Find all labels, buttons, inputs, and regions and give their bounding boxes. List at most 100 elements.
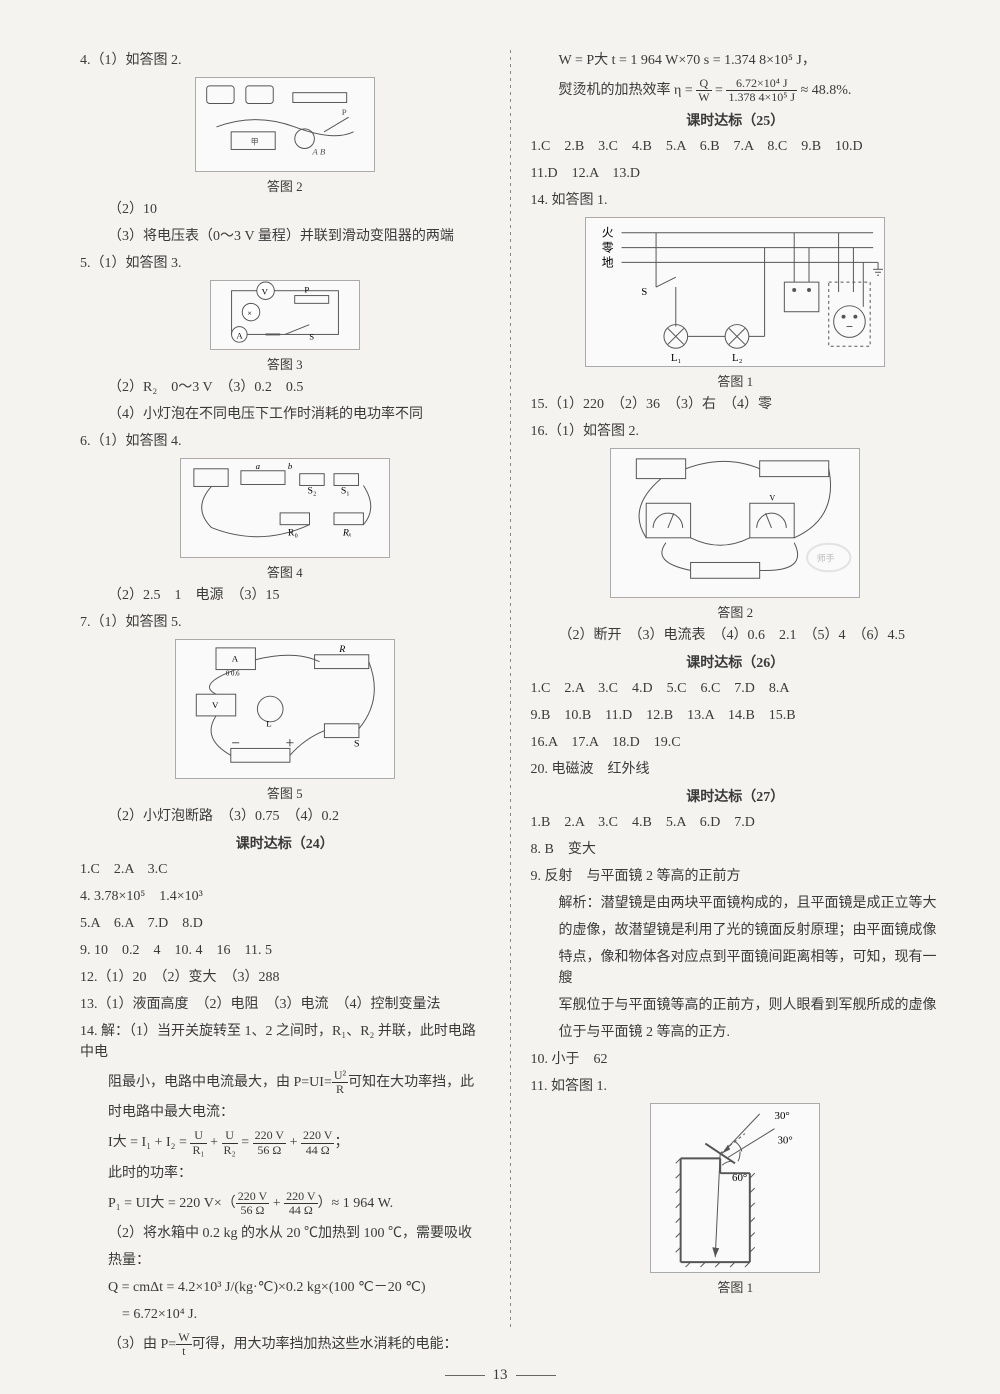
left-column: 4.（1）如答图 2. 甲 A B P 答图 2 （2）10 （3）将电压表（0… bbox=[80, 50, 490, 1330]
page-number: 13 bbox=[0, 1367, 1000, 1384]
svg-text:R: R bbox=[338, 644, 345, 655]
svg-text:火: 火 bbox=[602, 226, 614, 240]
svg-text:L: L bbox=[266, 719, 271, 729]
svg-text:P: P bbox=[304, 285, 309, 295]
figure-caption: 答图 1 bbox=[531, 1277, 941, 1296]
text-line: 14. 如答图 1. bbox=[531, 190, 941, 211]
svg-text:A: A bbox=[232, 654, 239, 664]
section-heading-24: 课时达标（24） bbox=[80, 833, 490, 853]
text-line: 特点，像和物体各对应点到平面镜间距离相等，可知，现有一艘 bbox=[531, 947, 941, 989]
text-line: 解析：潜望镜是由两块平面镜构成的，且平面镜是成正立等大 bbox=[531, 893, 941, 914]
svg-text:V: V bbox=[261, 287, 268, 297]
text-line: 20. 电磁波 红外线 bbox=[531, 759, 941, 780]
text-line: W = P大 t = 1 964 W×70 s = 1.374 8×10⁵ J， bbox=[531, 50, 941, 71]
text-line: 4. 3.78×10⁵ 1.4×10³ bbox=[80, 886, 490, 907]
text-line: 的虚像，故潜望镜是利用了光的镜面反射原理；由平面镜成像 bbox=[531, 920, 941, 941]
svg-text:60°: 60° bbox=[732, 1172, 747, 1184]
text-line: （2）断开 （3）电流表 （4）0.6 2.1 （5）4 （6）4.5 bbox=[531, 625, 941, 646]
svg-text:30°: 30° bbox=[775, 1110, 790, 1122]
text-line: 16.（1）如答图 2. bbox=[531, 421, 941, 442]
formula-line: 阻最小，电路中电流最大，由 P=UI=U²R可知在大功率挡，此 bbox=[80, 1069, 490, 1096]
figure-caption: 答图 4 bbox=[80, 562, 490, 581]
figure-2-right: V 师手 bbox=[610, 448, 860, 598]
text-line: （2）10 bbox=[80, 199, 490, 220]
svg-text:L₂: L₂ bbox=[732, 352, 743, 364]
text-line: 1.B 2.A 3.C 4.B 5.A 6.D 7.D bbox=[531, 812, 941, 833]
text-line: （2）将水箱中 0.2 kg 的水从 20 ℃加热到 100 ℃，需要吸收 bbox=[80, 1223, 490, 1244]
text-line: 5.（1）如答图 3. bbox=[80, 253, 490, 274]
text-line: 8. B 变大 bbox=[531, 839, 941, 860]
figure-caption: 答图 1 bbox=[531, 371, 941, 390]
text-line: 7.（1）如答图 5. bbox=[80, 612, 490, 633]
svg-text:A: A bbox=[236, 330, 243, 340]
text-line: 14. 解：（1）当开关旋转至 1、2 之间时，R₁、R₂ 并联，此时电路中电 bbox=[80, 1021, 490, 1063]
formula-line: （3）由 P=Wt可得，用大功率挡加热这些水消耗的电能： bbox=[80, 1331, 490, 1358]
text-line: 6.（1）如答图 4. bbox=[80, 431, 490, 452]
right-column: W = P大 t = 1 964 W×70 s = 1.374 8×10⁵ J，… bbox=[531, 50, 941, 1330]
svg-text:V: V bbox=[770, 494, 776, 503]
svg-text:地: 地 bbox=[602, 256, 614, 270]
text-line: 9. 反射 与平面镜 2 等高的正前方 bbox=[531, 866, 941, 887]
svg-text:R₀: R₀ bbox=[288, 527, 298, 538]
svg-text:S₂: S₂ bbox=[307, 485, 316, 496]
section-heading-26: 课时达标（26） bbox=[531, 652, 941, 672]
text-line: 此时的功率： bbox=[80, 1163, 490, 1184]
text-line: 1.C 2.B 3.C 4.B 5.A 6.B 7.A 8.C 9.B 10.D bbox=[531, 136, 941, 157]
svg-text:30°: 30° bbox=[778, 1135, 793, 1147]
figure-caption: 答图 2 bbox=[531, 602, 941, 621]
text-line: 10. 小于 62 bbox=[531, 1049, 941, 1070]
figure-3-left: V × A P S bbox=[210, 280, 360, 350]
formula-line: P₁ = UI大 = 220 V×（220 V56 Ω + 220 V44 Ω）… bbox=[80, 1190, 490, 1217]
text-line: 时电路中最大电流： bbox=[80, 1102, 490, 1123]
formula-line: I大 = I₁ + I₂ = UR₁ + UR₂ = 220 V56 Ω + 2… bbox=[80, 1129, 490, 1156]
svg-text:L₁: L₁ bbox=[671, 352, 682, 364]
figure-caption: 答图 2 bbox=[80, 176, 490, 195]
column-divider bbox=[510, 50, 511, 1330]
text-line: 1.C 2.A 3.C 4.D 5.C 6.C 7.D 8.A bbox=[531, 678, 941, 699]
svg-text:×: × bbox=[247, 308, 252, 318]
svg-text:－: － bbox=[231, 738, 241, 749]
figure-5-left: A 0 0.6 R V L S － ＋ bbox=[175, 639, 395, 779]
figure-caption: 答图 3 bbox=[80, 354, 490, 373]
svg-text:b: b bbox=[288, 461, 293, 471]
svg-text:S₁: S₁ bbox=[341, 485, 350, 496]
text-line: 位于与平面镜 2 等高的正方. bbox=[531, 1022, 941, 1043]
text-line: （2）2.5 1 电源 （3）15 bbox=[80, 585, 490, 606]
svg-text:P: P bbox=[342, 107, 347, 117]
svg-text:师手: 师手 bbox=[817, 553, 835, 564]
text-line: （4）小灯泡在不同电压下工作时消耗的电功率不同 bbox=[80, 404, 490, 425]
svg-text:＋: ＋ bbox=[285, 738, 295, 749]
text-line: 军舰位于与平面镜等高的正前方，则人眼看到军舰所成的虚像 bbox=[531, 995, 941, 1016]
figure-4-left: S₂ S₁ R₀ Rₓ a b bbox=[180, 458, 390, 558]
text-line: 热量： bbox=[80, 1250, 490, 1271]
text-line: 9.B 10.B 11.D 12.B 13.A 14.B 15.B bbox=[531, 705, 941, 726]
formula-line: = 6.72×10⁴ J. bbox=[80, 1304, 490, 1325]
text-line: （2）小灯泡断路 （3）0.75 （4）0.2 bbox=[80, 806, 490, 827]
svg-text:V: V bbox=[212, 700, 219, 710]
text-line: 9. 10 0.2 4 10. 4 16 11. 5 bbox=[80, 940, 490, 961]
svg-text:S: S bbox=[354, 738, 359, 749]
svg-text:0 0.6: 0 0.6 bbox=[226, 670, 240, 677]
text-line: 1.C 2.A 3.C bbox=[80, 859, 490, 880]
figure-1-right-circuit: 火 零 地 S L₁ L₂ bbox=[585, 217, 885, 367]
text-line: 11. 如答图 1. bbox=[531, 1076, 941, 1097]
text-line: 5.A 6.A 7.D 8.D bbox=[80, 913, 490, 934]
formula-line: Q = cmΔt = 4.2×10³ J/(kg·℃)×0.2 kg×(100 … bbox=[80, 1277, 490, 1298]
svg-text:甲: 甲 bbox=[250, 138, 258, 147]
svg-text:A B: A B bbox=[311, 146, 325, 156]
svg-text:S: S bbox=[642, 286, 648, 298]
svg-text:Rₓ: Rₓ bbox=[342, 527, 352, 538]
svg-text:a: a bbox=[255, 461, 260, 471]
section-heading-27: 课时达标（27） bbox=[531, 786, 941, 806]
text-line: 4.（1）如答图 2. bbox=[80, 50, 490, 71]
figure-2-left: 甲 A B P bbox=[195, 77, 375, 172]
svg-text:S: S bbox=[309, 331, 314, 341]
text-line: 13.（1）液面高度 （2）电阻 （3）电流 （4）控制变量法 bbox=[80, 994, 490, 1015]
text-line: （3）将电压表（0～3 V 量程）并联到滑动变阻器的两端 bbox=[80, 226, 490, 247]
svg-text:零: 零 bbox=[602, 241, 614, 255]
text-line: 11.D 12.A 13.D bbox=[531, 163, 941, 184]
formula-line: 熨烫机的加热效率 η = QW = 6.72×10⁴ J1.378 4×10⁵ … bbox=[531, 77, 941, 104]
text-line: （2）R₂ 0～3 V （3）0.2 0.5 bbox=[80, 377, 490, 398]
text-line: 16.A 17.A 18.D 19.C bbox=[531, 732, 941, 753]
section-heading-25: 课时达标（25） bbox=[531, 110, 941, 130]
